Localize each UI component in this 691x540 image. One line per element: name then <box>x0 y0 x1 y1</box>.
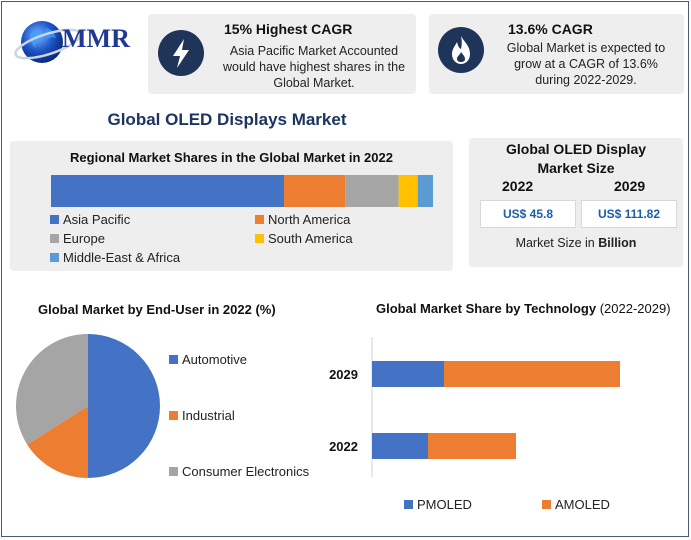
bar-amoled-2029 <box>444 361 620 387</box>
logo-text: MMR <box>62 24 130 53</box>
category-label-2029: 2029 <box>329 367 358 382</box>
regional-chart-title: Regional Market Shares in the Global Mar… <box>70 150 393 165</box>
pie-slice-industrial <box>27 406 88 478</box>
legend-swatch <box>542 500 551 509</box>
category-label-2022: 2022 <box>329 439 358 454</box>
legend-item-asia-pacific: Asia Pacific <box>50 212 130 227</box>
legend-item-europe: Europe <box>50 231 105 246</box>
technology-bar-chart: 2029 2022 <box>329 337 620 477</box>
market-size-value-2029: US$ 111.82 <box>581 200 677 228</box>
legend-label: Industrial <box>182 408 235 423</box>
legend-label: North America <box>268 212 351 227</box>
legend-label: Consumer Electronics <box>182 464 310 479</box>
market-size-footer-prefix: Market Size in <box>515 236 599 250</box>
technology-chart-title-years: (2022-2029) <box>596 301 671 316</box>
market-size-footer: Market Size in Billion <box>469 236 683 250</box>
legend-swatch <box>50 234 59 243</box>
mmr-logo <box>14 21 82 63</box>
kpi2-title: 13.6% CAGR <box>508 21 593 37</box>
pie-slice-automotive <box>88 334 160 478</box>
legend-swatch <box>50 215 59 224</box>
end-user-chart-title: Global Market by End-User in 2022 (%) <box>38 302 276 317</box>
regional-stacked-bar <box>51 175 433 207</box>
market-size-title-line2: Market Size <box>537 160 615 176</box>
bar-segment-asia-pacific <box>51 175 285 207</box>
lightning-icon <box>158 30 204 76</box>
legend-item-automotive: Automotive <box>169 352 247 367</box>
bar-segment-south-america <box>398 175 418 207</box>
bar-pmoled-2029 <box>372 361 444 387</box>
legend-item-pmoled: PMOLED <box>404 497 472 512</box>
legend-label: Automotive <box>182 352 248 367</box>
legend-label: AMOLED <box>555 497 610 512</box>
end-user-pie-chart <box>16 334 160 478</box>
kpi1-text: Asia Pacific Market Accounted would have… <box>222 44 406 90</box>
legend-swatch <box>404 500 413 509</box>
market-size-value-2022: US$ 45.8 <box>480 200 576 228</box>
main-title: Global OLED Displays Market <box>107 110 347 129</box>
legend-swatch <box>169 411 178 420</box>
legend-swatch <box>169 355 178 364</box>
legend-swatch <box>50 253 59 262</box>
legend-swatch <box>255 234 264 243</box>
pie-slice-consumer-electronics <box>16 334 89 445</box>
market-size-year-2029: 2029 <box>614 178 646 194</box>
legend-item-amoled: AMOLED <box>542 497 610 512</box>
legend-item-south-america: South America <box>255 231 353 246</box>
technology-chart-title: Global Market Share by Technology (2022-… <box>376 301 671 316</box>
legend-item-north-america: North America <box>255 212 350 227</box>
legend-label: Europe <box>63 231 105 246</box>
legend-swatch <box>169 467 178 476</box>
kpi2-text: Global Market is expected to grow at a C… <box>506 41 666 87</box>
bar-segment-europe <box>345 175 399 207</box>
market-size-year-2022: 2022 <box>502 178 534 194</box>
bar-amoled-2022 <box>428 433 516 459</box>
legend-swatch <box>255 215 264 224</box>
market-size-title-line1: Global OLED Display <box>505 141 647 157</box>
bar-segment-north-america <box>284 175 346 207</box>
legend-item-industrial: Industrial <box>169 408 235 423</box>
market-size-footer-unit: Billion <box>598 236 637 250</box>
flame-icon <box>438 27 484 73</box>
legend-label: PMOLED <box>417 497 472 512</box>
bar-segment-middle-east-africa <box>417 175 433 207</box>
legend-item-consumer-electronics: Consumer Electronics <box>169 464 309 479</box>
legend-label: Middle-East & Africa <box>63 250 181 265</box>
kpi1-title: 15% Highest CAGR <box>224 21 353 37</box>
bar-pmoled-2022 <box>372 433 428 459</box>
legend-label: South America <box>268 231 353 246</box>
technology-chart-title-main: Global Market Share by Technology <box>376 301 597 316</box>
legend-item-middle-east-africa: Middle-East & Africa <box>50 250 180 265</box>
legend-label: Asia Pacific <box>63 212 131 227</box>
